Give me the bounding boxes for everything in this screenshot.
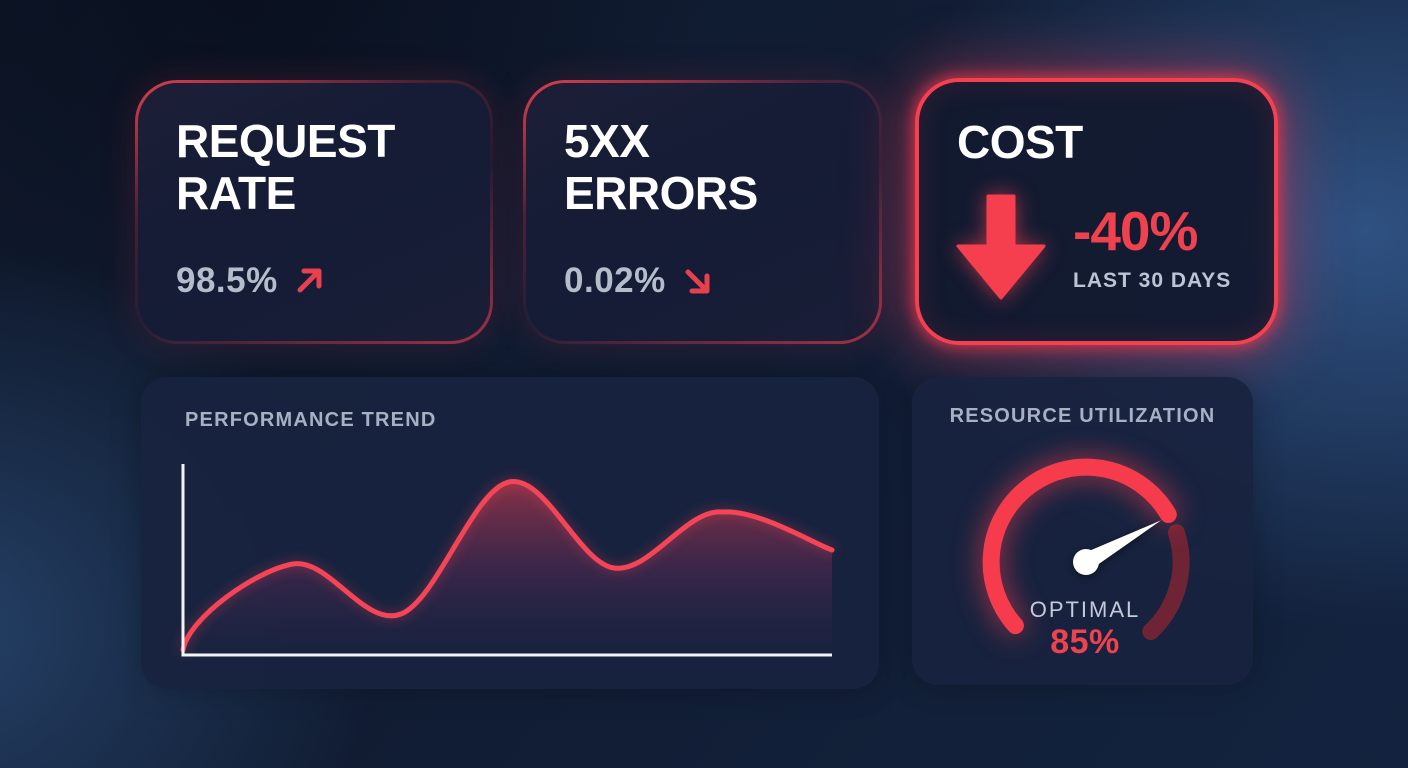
kpi-value-row: 0.02%: [564, 261, 713, 301]
panel-resource-utilization: RESOURCE UTILIZATION OPTIMAL 85%: [912, 377, 1253, 685]
panel-performance-trend: PERFORMANCE TREND: [141, 377, 879, 689]
kpi-value-5xx-errors: 0.02%: [564, 261, 666, 300]
trend-area: [183, 481, 832, 655]
kpi-title-request-rate: REQUEST RATE: [176, 115, 395, 220]
trend-line: [180, 479, 835, 653]
gauge-value-arc: [982, 458, 1177, 635]
kpi-value-request-rate: 98.5%: [176, 261, 278, 300]
cost-change-block: -40% LAST 30 DAYS: [1073, 199, 1232, 293]
arrow-down-right-icon: [685, 269, 710, 294]
kpi-title-5xx-errors: 5XX ERRORS: [564, 115, 758, 220]
kpi-value-row: 98.5%: [176, 261, 325, 301]
gauge-needle: [1073, 520, 1162, 575]
arrow-up-right-icon: [297, 268, 322, 293]
performance-trend-title: PERFORMANCE TREND: [185, 409, 437, 431]
performance-trend-chart: [180, 464, 835, 657]
cost-change-value: -40%: [1073, 199, 1198, 262]
cost-metric-row: -40% LAST 30 DAYS: [955, 194, 1231, 302]
resource-utilization-title: RESOURCE UTILIZATION: [949, 405, 1216, 427]
resource-utilization-gauge: [982, 458, 1190, 640]
cost-period-label: LAST 30 DAYS: [1073, 268, 1232, 292]
arrow-down-icon: [956, 194, 1046, 300]
gauge-status-label: OPTIMAL: [1029, 597, 1141, 622]
kpi-title-cost: COST: [957, 116, 1083, 168]
kpi-card-5xx-errors: 5XX ERRORS 0.02%: [523, 80, 882, 344]
gauge-value-label: 85%: [1050, 623, 1120, 661]
kpi-card-request-rate: REQUEST RATE 98.5%: [135, 80, 493, 344]
gauge-dim-arc: [1142, 524, 1190, 640]
kpi-card-cost: COST -40% LAST 30 DAYS: [915, 78, 1278, 345]
